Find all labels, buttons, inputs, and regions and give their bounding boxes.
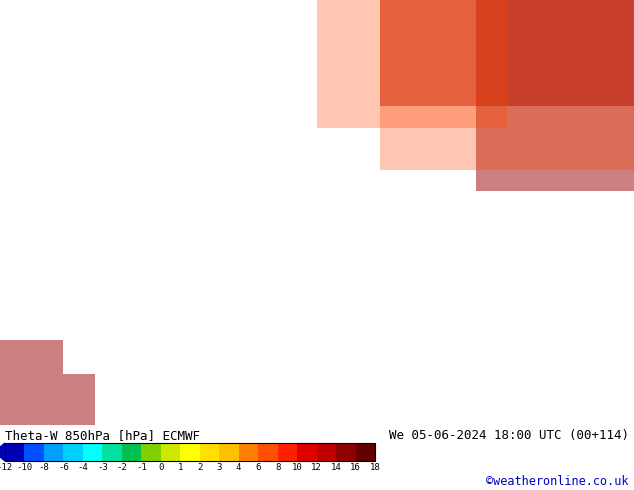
Text: 0: 0	[158, 463, 164, 472]
Text: 1: 1	[178, 463, 183, 472]
Bar	[200, 443, 219, 461]
Bar	[336, 443, 356, 461]
Text: 8: 8	[275, 463, 280, 472]
Text: 2: 2	[197, 463, 202, 472]
Text: -12: -12	[0, 463, 13, 472]
Bar	[316, 443, 336, 461]
Text: We 05-06-2024 18:00 UTC (00+114): We 05-06-2024 18:00 UTC (00+114)	[389, 429, 629, 442]
Text: -10: -10	[16, 463, 32, 472]
Text: 16: 16	[350, 463, 361, 472]
Bar	[258, 443, 278, 461]
Bar	[25, 443, 44, 461]
Bar	[5, 443, 25, 461]
Bar	[83, 443, 102, 461]
Text: 14: 14	[331, 463, 342, 472]
Bar	[278, 443, 297, 461]
Bar	[380, 0, 634, 106]
Bar	[380, 0, 634, 170]
Bar	[356, 443, 375, 461]
Text: -3: -3	[97, 463, 108, 472]
Text: 3: 3	[217, 463, 222, 472]
Bar	[476, 0, 634, 191]
Bar	[238, 443, 258, 461]
Text: 18: 18	[370, 463, 380, 472]
Bar	[161, 443, 180, 461]
Bar	[180, 443, 200, 461]
Bar	[0, 340, 63, 374]
Bar	[141, 443, 161, 461]
Bar	[5, 443, 375, 461]
Bar	[317, 0, 507, 127]
Text: 12: 12	[311, 463, 322, 472]
Bar	[102, 443, 122, 461]
Text: ©weatheronline.co.uk: ©weatheronline.co.uk	[486, 475, 629, 488]
Text: -8: -8	[39, 463, 49, 472]
Text: 6: 6	[256, 463, 261, 472]
Text: -4: -4	[77, 463, 88, 472]
Bar	[63, 443, 83, 461]
Bar	[122, 443, 141, 461]
Text: 4: 4	[236, 463, 242, 472]
Text: -2: -2	[117, 463, 127, 472]
Text: -6: -6	[58, 463, 69, 472]
Bar	[219, 443, 238, 461]
Polygon shape	[0, 443, 5, 461]
Bar	[0, 374, 95, 425]
Text: Theta-W 850hPa [hPa] ECMWF: Theta-W 850hPa [hPa] ECMWF	[5, 429, 200, 442]
Bar	[44, 443, 63, 461]
Text: 10: 10	[292, 463, 302, 472]
Text: -1: -1	[136, 463, 146, 472]
Bar	[297, 443, 316, 461]
